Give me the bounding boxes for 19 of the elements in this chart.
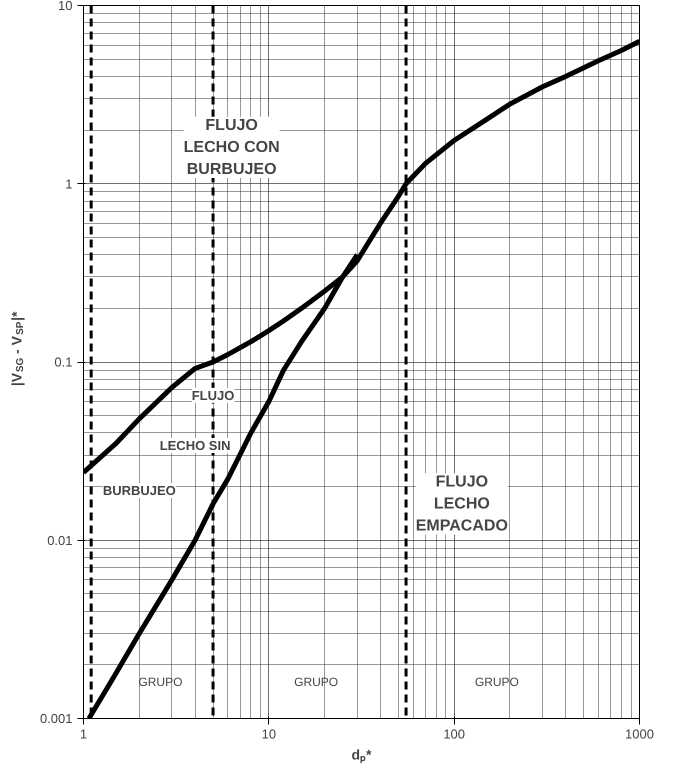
annotation: FLUJO [192,388,234,403]
annotation: BURBUJEO [102,483,176,498]
x-tick-label: 10 [262,726,276,742]
x-tick-label: 1 [80,726,88,742]
y-tick-label: 0.1 [54,354,73,370]
annotation: GRUPO [294,675,338,690]
y-tick-label: 0.01 [47,532,73,548]
y-axis-title: |VSG - VSP|* [8,311,26,386]
annotation: FLUJO LECHO CON BURBUJEO [184,116,280,178]
x-axis-title: dₚ* [352,746,372,764]
y-tick-label: 0.001 [40,711,73,726]
annotation: LECHO SIN [160,438,230,454]
annotation: GRUPO [138,675,182,690]
y-tick-label: 10 [58,0,73,13]
annotation: GRUPO [474,675,519,690]
y-tick-label: 1 [65,176,73,192]
annotation: FLUJO LECHO EMPACADO [416,473,508,534]
x-tick-label: 1000 [625,726,654,742]
x-tick-label: 100 [443,726,466,742]
